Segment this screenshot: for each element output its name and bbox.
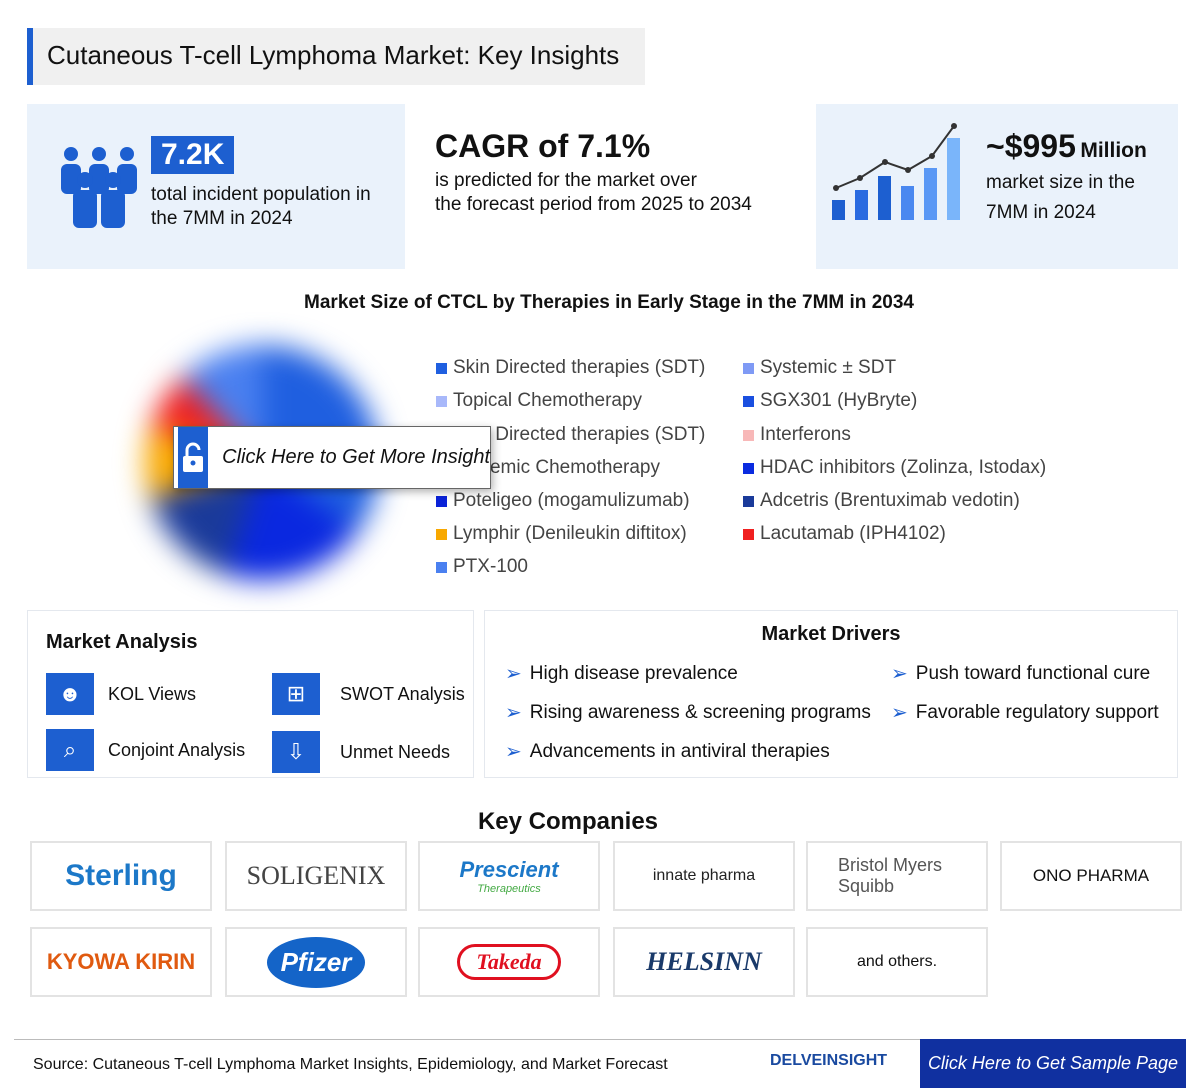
legend-item: Poteligeo (mogamulizumab) bbox=[436, 490, 690, 512]
bar-line-chart-icon bbox=[832, 123, 960, 220]
more-insight-button[interactable]: Click Here to Get More Insight bbox=[173, 426, 491, 489]
logo-sterling: Sterling bbox=[30, 841, 212, 911]
market-analysis-title: Market Analysis bbox=[46, 631, 198, 653]
logo-kyowa-kirin: KYOWA KIRIN bbox=[30, 927, 212, 997]
footer-divider bbox=[14, 1039, 920, 1040]
logo-helsinn: HELSINN bbox=[613, 927, 795, 997]
cagr-text-2: the forecast period from 2025 to 2034 bbox=[435, 194, 752, 215]
population-value: 7.2K bbox=[151, 136, 235, 174]
market-value: ~$995 bbox=[986, 128, 1076, 164]
logo-soligenix: SOLIGENIX bbox=[225, 841, 407, 911]
market-drivers-panel: Market Drivers ➢ High disease prevalence … bbox=[484, 610, 1178, 778]
driver-item: ➢ Advancements in antiviral therapies bbox=[505, 740, 830, 764]
cagr-text: is predicted for the market over bbox=[435, 170, 697, 191]
and-others: and others. bbox=[806, 927, 988, 997]
analysis-item-kol[interactable]: ☻ KOL Views bbox=[46, 673, 196, 715]
page-title: Cutaneous T-cell Lymphoma Market: Key In… bbox=[27, 28, 645, 85]
market-text-2: 7MM in 2024 bbox=[986, 202, 1096, 223]
logo-prescient: Prescient Therapeutics bbox=[418, 841, 600, 911]
logo-takeda: Takeda bbox=[418, 927, 600, 997]
arrow-icon: ➢ bbox=[505, 663, 522, 685]
swot-grid-icon: ⊞ bbox=[272, 673, 320, 715]
logo-innate-pharma: innate pharma bbox=[613, 841, 795, 911]
legend-item: Skin Directed therapies (SDT) bbox=[436, 357, 705, 379]
arrow-icon: ➢ bbox=[891, 702, 908, 724]
legend-item: HDAC inhibitors (Zolinza, Istodax) bbox=[743, 457, 1046, 479]
people-group-icon bbox=[61, 147, 137, 228]
legend-item: PTX-100 bbox=[436, 556, 528, 578]
source-text: Source: Cutaneous T-cell Lymphoma Market… bbox=[33, 1056, 668, 1073]
more-insight-label: Click Here to Get More Insight bbox=[222, 446, 490, 468]
chart-title: Market Size of CTCL by Therapies in Earl… bbox=[304, 292, 914, 313]
legend-item: SGX301 (HyBryte) bbox=[743, 390, 917, 412]
population-text-2: the 7MM in 2024 bbox=[151, 208, 293, 229]
logo-ono: ONO PHARMA bbox=[1000, 841, 1182, 911]
driver-item: ➢ Push toward functional cure bbox=[891, 662, 1151, 686]
legend-item: Lacutamab (IPH4102) bbox=[743, 523, 946, 545]
market-text: market size in the bbox=[986, 172, 1135, 193]
driver-item: ➢ Favorable regulatory support bbox=[891, 701, 1159, 725]
market-analysis-panel: Market Analysis ☻ KOL Views ⊞ SWOT Analysi… bbox=[27, 610, 474, 778]
analysis-item-swot[interactable]: ⊞ SWOT Analysis bbox=[272, 673, 465, 715]
arrow-icon: ➢ bbox=[891, 663, 908, 685]
kol-person-icon: ☻ bbox=[46, 673, 94, 715]
legend-item: Systemic ± SDT bbox=[743, 357, 896, 379]
population-text: total incident population in bbox=[151, 184, 371, 205]
legend-item: Lymphir (Denileukin diftitox) bbox=[436, 523, 687, 545]
logo-bms: Bristol Myers Squibb bbox=[806, 841, 988, 911]
market-drivers-title: Market Drivers bbox=[761, 623, 901, 645]
sample-page-button[interactable]: Click Here to Get Sample Page bbox=[920, 1039, 1186, 1088]
delveinsight-logo: DELVEINSIGHT bbox=[770, 1052, 888, 1069]
population-card: 7.2K total incident population in the 7M… bbox=[27, 104, 405, 269]
driver-item: ➢ High disease prevalence bbox=[505, 662, 738, 686]
market-unit: Million bbox=[1080, 139, 1147, 162]
unlock-icon bbox=[178, 427, 209, 488]
analysis-item-unmet[interactable]: ⇩ Unmet Needs bbox=[272, 731, 450, 773]
logo-pfizer: Pfizer bbox=[225, 927, 407, 997]
legend-item: Adcetris (Brentuximab vedotin) bbox=[743, 490, 1020, 512]
legend-item: Interferons bbox=[743, 424, 851, 446]
driver-item: ➢ Rising awareness & screening programs bbox=[505, 701, 871, 725]
cagr-value: CAGR of 7.1% bbox=[435, 128, 651, 164]
hand-download-icon: ⇩ bbox=[272, 731, 320, 773]
market-card: ~$995 Million market size in the 7MM in … bbox=[816, 104, 1178, 269]
legend-item: Topical Chemotherapy bbox=[436, 390, 642, 412]
arrow-icon: ➢ bbox=[505, 702, 522, 724]
key-companies-title: Key Companies bbox=[477, 808, 659, 835]
analysis-magnifier-icon: ⌕ bbox=[46, 729, 94, 771]
arrow-icon: ➢ bbox=[505, 741, 522, 763]
analysis-item-conjoint[interactable]: ⌕ Conjoint Analysis bbox=[46, 729, 245, 771]
